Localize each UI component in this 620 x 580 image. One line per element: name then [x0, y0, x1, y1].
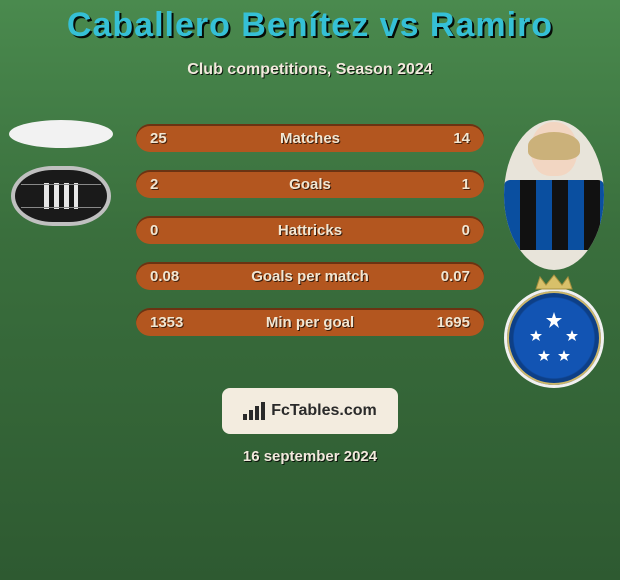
stat-right-value: 1: [462, 176, 470, 193]
right-player-column: [501, 120, 606, 388]
stat-label: Min per goal: [136, 314, 484, 331]
stat-right-value: 1695: [437, 314, 470, 331]
stat-label: Goals: [136, 176, 484, 193]
stat-row: 2Goals1: [136, 170, 484, 198]
crown-icon: [534, 273, 574, 291]
page-subtitle: Club competitions, Season 2024: [0, 61, 620, 79]
stats-table: 25Matches14 2Goals1 0Hattricks0 0.08Goals p…: [136, 124, 484, 336]
stat-row: 1353Min per goal1695: [136, 308, 484, 336]
comparison-infographic: Caballero Benítez vs Ramiro Club competi…: [0, 0, 620, 580]
stat-right-value: 0: [462, 222, 470, 239]
stat-label: Hattricks: [136, 222, 484, 239]
stars-icon: [522, 306, 586, 370]
page-title: Caballero Benítez vs Ramiro: [0, 0, 620, 45]
fctables-label: FcTables.com: [271, 402, 377, 420]
left-player-column: [8, 120, 113, 226]
avatar-jersey: [504, 180, 604, 250]
stat-right-value: 0.07: [441, 268, 470, 285]
stat-label: Goals per match: [136, 268, 484, 285]
stat-row: 0Hattricks0: [136, 216, 484, 244]
infographic-date: 16 september 2024: [0, 448, 620, 465]
avatar-hair: [528, 132, 580, 160]
left-club-crest: [11, 166, 111, 226]
stat-row: 0.08Goals per match0.07: [136, 262, 484, 290]
right-club-crest: [504, 288, 604, 388]
crest-stripes: [44, 183, 78, 209]
right-player-avatar: [504, 120, 604, 270]
stat-label: Matches: [136, 130, 484, 147]
stat-right-value: 14: [453, 130, 470, 147]
left-player-avatar: [9, 120, 113, 148]
stat-row: 25Matches14: [136, 124, 484, 152]
bar-chart-icon: [243, 402, 265, 420]
fctables-badge: FcTables.com: [222, 388, 398, 434]
